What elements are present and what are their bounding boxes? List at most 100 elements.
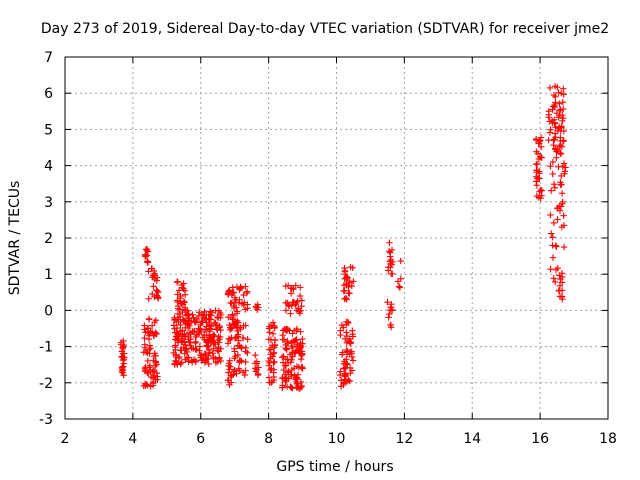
y-tick-label: -2	[39, 376, 53, 392]
y-axis-label: SDTVAR / TECUs	[7, 181, 23, 296]
data-point	[349, 333, 357, 340]
data-point	[341, 264, 348, 272]
y-tick-label: 2	[44, 231, 53, 247]
data-point	[285, 368, 292, 375]
data-point	[208, 312, 215, 319]
data-point	[244, 336, 251, 343]
data-point	[144, 357, 151, 365]
data-point	[234, 317, 241, 325]
data-point	[548, 187, 555, 194]
data-point	[282, 344, 289, 352]
data-point	[279, 374, 286, 382]
data-point	[293, 375, 300, 382]
y-tick-label: 1	[44, 267, 53, 283]
data-point	[231, 366, 238, 374]
y-tick-label: 4	[44, 159, 53, 175]
data-point	[183, 354, 191, 362]
data-point	[535, 140, 542, 147]
data-point	[206, 335, 214, 342]
x-tick-label: 4	[128, 431, 137, 447]
data-point	[287, 310, 294, 317]
data-point	[283, 346, 290, 353]
data-point	[230, 289, 237, 296]
data-point	[154, 287, 161, 295]
data-point	[212, 355, 219, 362]
data-point	[292, 376, 299, 383]
data-point	[558, 293, 566, 300]
data-point	[182, 318, 189, 326]
data-point	[183, 330, 191, 338]
data-point	[240, 291, 247, 299]
data-point	[560, 105, 567, 113]
data-point	[242, 306, 249, 313]
data-point	[227, 336, 234, 343]
data-point	[173, 279, 181, 286]
data-point	[118, 368, 125, 376]
data-point	[557, 179, 564, 186]
data-point	[209, 350, 216, 357]
data-point	[282, 356, 290, 363]
data-point	[533, 161, 540, 168]
data-point	[207, 308, 214, 315]
data-point	[288, 372, 295, 380]
data-point	[253, 358, 261, 365]
data-point	[557, 149, 564, 157]
data-point	[547, 265, 554, 273]
data-point	[341, 295, 348, 303]
data-point	[225, 335, 233, 342]
data-point	[193, 318, 200, 325]
data-point	[559, 114, 567, 122]
data-point	[552, 133, 559, 141]
data-point	[556, 143, 563, 150]
data-point	[177, 360, 184, 368]
data-point	[270, 376, 278, 384]
data-point	[241, 371, 248, 379]
data-point	[546, 84, 554, 92]
data-point	[562, 164, 569, 171]
data-point	[231, 345, 238, 352]
data-point	[224, 290, 232, 297]
data-point	[385, 314, 392, 321]
data-point	[232, 334, 240, 341]
data-point	[386, 310, 393, 318]
data-point	[174, 333, 182, 340]
data-point	[267, 379, 275, 386]
data-point	[386, 239, 393, 246]
data-point	[185, 320, 193, 327]
data-point	[174, 361, 181, 368]
x-tick-label: 18	[599, 431, 617, 447]
data-point	[206, 321, 213, 328]
data-point	[150, 267, 158, 275]
data-point	[549, 234, 556, 241]
data-point	[175, 353, 183, 361]
data-point	[178, 339, 185, 346]
data-point	[151, 293, 158, 301]
data-point	[265, 336, 273, 343]
data-point	[288, 366, 295, 374]
data-point	[545, 136, 552, 144]
data-point	[170, 322, 178, 329]
data-point	[144, 328, 152, 336]
data-point	[549, 117, 556, 125]
data-point	[142, 348, 150, 356]
data-point	[556, 100, 563, 107]
data-point	[560, 222, 568, 229]
data-point	[558, 279, 566, 286]
data-point	[560, 243, 568, 251]
data-point	[559, 273, 566, 281]
data-point	[282, 299, 289, 306]
data-point	[196, 326, 203, 333]
data-point	[551, 83, 559, 90]
plot-frame	[64, 56, 609, 420]
data-point	[210, 333, 217, 340]
data-point	[145, 295, 152, 302]
data-point	[240, 322, 247, 329]
data-point	[188, 359, 196, 366]
data-point	[293, 327, 300, 335]
data-point	[213, 325, 221, 333]
data-point	[290, 299, 298, 306]
y-tick-label: 6	[44, 86, 53, 102]
data-point	[282, 307, 290, 314]
data-point	[265, 374, 273, 381]
data-point	[253, 304, 260, 311]
